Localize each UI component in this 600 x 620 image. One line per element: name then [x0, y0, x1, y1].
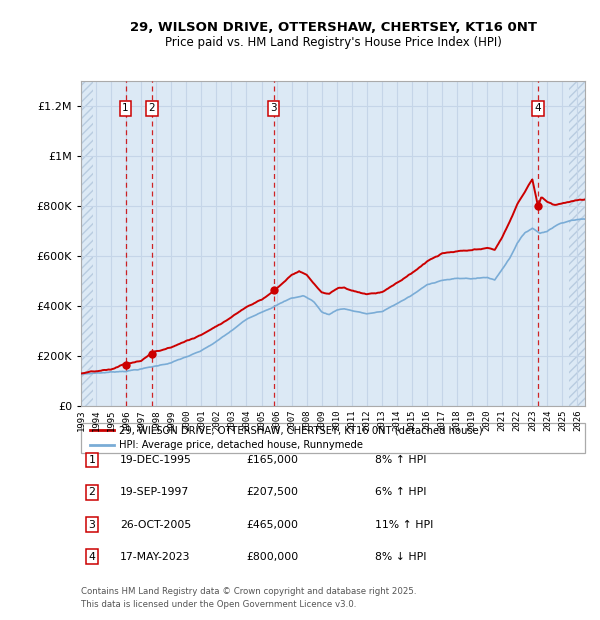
Text: HPI: Average price, detached house, Runnymede: HPI: Average price, detached house, Runn… — [119, 440, 363, 450]
Text: 2001: 2001 — [197, 409, 206, 431]
Text: 1994: 1994 — [92, 409, 101, 431]
Text: 8% ↓ HPI: 8% ↓ HPI — [375, 552, 427, 562]
Text: 2003: 2003 — [227, 409, 236, 431]
Text: 2: 2 — [88, 487, 95, 497]
Text: 2009: 2009 — [317, 409, 326, 431]
Text: Price paid vs. HM Land Registry's House Price Index (HPI): Price paid vs. HM Land Registry's House … — [164, 36, 502, 48]
Text: £465,000: £465,000 — [246, 520, 298, 529]
Text: 1: 1 — [88, 455, 95, 465]
Text: 2020: 2020 — [483, 409, 492, 431]
Text: 2013: 2013 — [377, 409, 386, 431]
Text: 6% ↑ HPI: 6% ↑ HPI — [375, 487, 427, 497]
Text: 1993: 1993 — [77, 409, 86, 431]
Text: 17-MAY-2023: 17-MAY-2023 — [120, 552, 191, 562]
Text: 1999: 1999 — [167, 409, 176, 431]
Text: 2024: 2024 — [543, 409, 552, 431]
Text: 2010: 2010 — [332, 409, 341, 431]
Text: £207,500: £207,500 — [246, 487, 298, 497]
Text: 3: 3 — [271, 104, 277, 113]
Text: 2006: 2006 — [272, 409, 281, 431]
Text: 2019: 2019 — [467, 409, 476, 431]
Text: 2011: 2011 — [347, 409, 356, 431]
Text: 1997: 1997 — [137, 409, 146, 431]
Text: 2007: 2007 — [287, 409, 296, 431]
Text: 1998: 1998 — [152, 409, 161, 431]
Text: 2026: 2026 — [573, 409, 582, 431]
Text: 11% ↑ HPI: 11% ↑ HPI — [375, 520, 433, 529]
Text: 26-OCT-2005: 26-OCT-2005 — [120, 520, 191, 529]
Text: 2005: 2005 — [257, 409, 266, 431]
Text: 1: 1 — [122, 104, 129, 113]
Text: 2008: 2008 — [302, 409, 311, 431]
Text: 29, WILSON DRIVE, OTTERSHAW, CHERTSEY, KT16 0NT: 29, WILSON DRIVE, OTTERSHAW, CHERTSEY, K… — [130, 22, 536, 34]
Text: 3: 3 — [88, 520, 95, 529]
Text: 2002: 2002 — [212, 409, 221, 431]
Text: Contains HM Land Registry data © Crown copyright and database right 2025.
This d: Contains HM Land Registry data © Crown c… — [81, 587, 416, 609]
Text: 1995: 1995 — [107, 409, 116, 431]
Text: 4: 4 — [88, 552, 95, 562]
Text: 2012: 2012 — [362, 409, 371, 431]
Text: £800,000: £800,000 — [246, 552, 298, 562]
Text: 19-SEP-1997: 19-SEP-1997 — [120, 487, 189, 497]
Text: 2016: 2016 — [422, 409, 431, 431]
Text: £165,000: £165,000 — [246, 455, 298, 465]
Text: 2000: 2000 — [182, 409, 191, 431]
Text: 1996: 1996 — [122, 409, 131, 431]
Text: 2015: 2015 — [407, 409, 416, 431]
Text: 19-DEC-1995: 19-DEC-1995 — [120, 455, 192, 465]
Text: 2017: 2017 — [437, 409, 446, 431]
Text: 2021: 2021 — [498, 409, 507, 431]
Text: 2014: 2014 — [392, 409, 401, 431]
Text: 2004: 2004 — [242, 409, 251, 431]
Text: 2022: 2022 — [513, 409, 522, 431]
Text: 8% ↑ HPI: 8% ↑ HPI — [375, 455, 427, 465]
Text: 4: 4 — [535, 104, 541, 113]
Text: 2018: 2018 — [452, 409, 461, 431]
Text: 2: 2 — [149, 104, 155, 113]
Text: 29, WILSON DRIVE, OTTERSHAW, CHERTSEY, KT16 0NT (detached house): 29, WILSON DRIVE, OTTERSHAW, CHERTSEY, K… — [119, 425, 482, 435]
Text: 2023: 2023 — [528, 409, 537, 431]
Text: 2025: 2025 — [558, 409, 567, 431]
